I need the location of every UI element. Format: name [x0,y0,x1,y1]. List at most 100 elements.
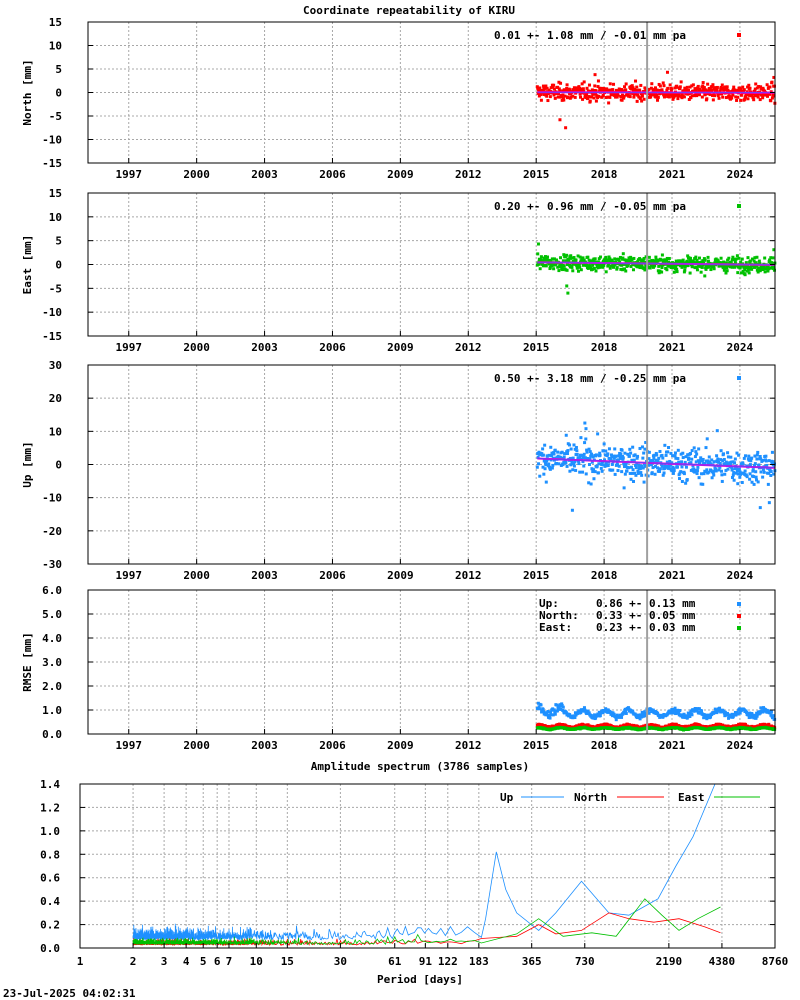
data-point [633,453,637,457]
data-point [628,95,632,99]
data-point [769,99,773,103]
data-point [627,256,631,260]
data-point [761,475,765,479]
data-point [671,454,675,458]
north-points [535,70,777,130]
data-point [724,261,728,265]
data-point [730,96,734,100]
data-point [718,89,722,93]
data-point [705,717,709,721]
data-point [594,453,598,457]
y-tick-label: 0 [55,87,62,100]
data-point [561,93,565,97]
data-point [686,453,690,457]
data-point [710,458,714,462]
data-point [680,460,684,464]
data-point [541,465,545,469]
data-point [638,263,642,267]
data-point [579,95,583,99]
data-point [584,472,588,476]
data-point [557,707,561,711]
x-tick-label: 122 [438,955,458,968]
data-point [647,259,651,263]
data-point [561,89,565,93]
data-point [593,470,597,474]
data-point [682,95,686,99]
data-point [541,259,545,263]
data-point [717,460,721,464]
data-point [564,259,568,263]
data-point [565,253,569,257]
x-tick-label: 2018 [591,569,618,582]
data-point [606,708,610,712]
data-point [631,468,635,472]
data-point [651,459,655,463]
data-point [568,88,572,92]
data-point [732,85,736,89]
data-point [702,713,706,717]
data-point [584,709,588,713]
data-point [626,263,630,267]
data-point [612,712,616,716]
data-point [600,469,604,473]
data-point [724,271,728,275]
data-point [615,95,619,99]
data-point [676,448,680,452]
data-point [615,266,619,270]
x-tick-label: 2012 [455,341,482,354]
data-point [723,472,727,476]
data-point [679,470,683,474]
data-point [599,265,603,269]
data-point [704,470,708,474]
data-point [714,86,718,90]
data-point [649,708,653,712]
data-point [535,85,539,89]
data-point [744,454,748,458]
up-legend-key [737,376,741,380]
data-point [572,464,576,468]
x-tick-label: 2009 [387,569,414,582]
data-point [733,467,737,471]
data-point [715,429,719,433]
data-point [650,471,654,475]
data-point [622,94,626,98]
data-point [640,94,644,98]
x-tick-label: 2024 [727,168,754,181]
data-point [672,92,676,96]
data-point [631,709,635,713]
data-point [747,458,751,462]
data-point [700,95,704,99]
data-point [756,450,760,454]
x-tick-label: 2003 [251,569,278,582]
data-point [706,255,710,259]
x-tick-label: 2024 [727,341,754,354]
data-point [562,253,566,257]
data-point [711,93,715,97]
data-point [736,265,740,269]
up-trend-center [537,458,776,469]
data-point [557,462,561,466]
data-point [652,93,656,97]
data-point [752,713,756,717]
data-point [753,462,757,466]
data-point [553,96,557,100]
data-point [537,94,541,98]
data-point [661,456,665,460]
data-point [647,450,651,454]
data-point [722,457,726,461]
data-point [642,266,646,270]
data-point [585,448,589,452]
data-point [750,257,754,261]
data-point [657,82,661,86]
data-point [692,261,696,265]
data-point [700,265,704,269]
data-point [751,96,755,100]
data-point [642,480,646,484]
data-point [571,94,575,98]
x-tick-label: 2024 [727,739,754,752]
data-point [536,701,540,705]
data-point [541,453,545,457]
data-point [632,256,636,260]
data-point [718,708,722,712]
data-point [619,452,623,456]
